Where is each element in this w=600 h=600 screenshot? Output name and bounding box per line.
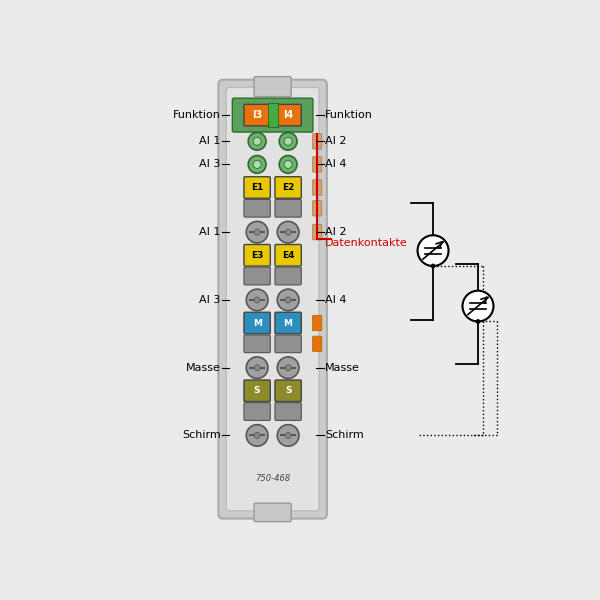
Circle shape	[248, 155, 266, 173]
Circle shape	[246, 289, 268, 311]
FancyBboxPatch shape	[275, 104, 301, 126]
Text: AI 3: AI 3	[199, 160, 221, 169]
Text: Schirm: Schirm	[182, 430, 221, 440]
FancyBboxPatch shape	[254, 77, 291, 97]
FancyBboxPatch shape	[313, 157, 322, 172]
FancyBboxPatch shape	[244, 380, 270, 401]
FancyBboxPatch shape	[244, 267, 270, 285]
Text: AI 1: AI 1	[199, 227, 221, 237]
Text: Funktion: Funktion	[325, 110, 373, 120]
Circle shape	[254, 365, 260, 371]
Text: S: S	[285, 386, 292, 395]
Circle shape	[279, 155, 297, 173]
FancyBboxPatch shape	[218, 80, 327, 518]
Circle shape	[277, 357, 299, 379]
Circle shape	[248, 133, 266, 150]
FancyBboxPatch shape	[275, 199, 301, 217]
FancyBboxPatch shape	[275, 335, 301, 353]
FancyBboxPatch shape	[313, 336, 322, 352]
FancyBboxPatch shape	[313, 224, 322, 240]
Text: Schirm: Schirm	[325, 430, 364, 440]
FancyBboxPatch shape	[254, 503, 291, 521]
Text: M: M	[284, 319, 293, 328]
Circle shape	[253, 137, 261, 145]
Circle shape	[476, 320, 480, 323]
FancyBboxPatch shape	[313, 134, 322, 149]
Circle shape	[463, 290, 493, 322]
FancyBboxPatch shape	[313, 316, 322, 331]
Circle shape	[431, 265, 435, 268]
FancyBboxPatch shape	[226, 88, 319, 511]
Circle shape	[284, 137, 292, 145]
Text: 750-468: 750-468	[255, 474, 290, 483]
Circle shape	[253, 160, 261, 169]
Circle shape	[284, 160, 292, 169]
Circle shape	[285, 365, 291, 371]
Circle shape	[254, 229, 260, 235]
Text: E2: E2	[282, 183, 295, 192]
FancyBboxPatch shape	[244, 199, 270, 217]
FancyBboxPatch shape	[268, 103, 278, 127]
Text: E1: E1	[251, 183, 263, 192]
Text: I3: I3	[252, 110, 262, 120]
Text: Masse: Masse	[325, 362, 360, 373]
FancyBboxPatch shape	[244, 104, 270, 126]
Text: M: M	[253, 319, 262, 328]
FancyBboxPatch shape	[244, 312, 270, 334]
Circle shape	[285, 229, 291, 235]
FancyBboxPatch shape	[275, 267, 301, 285]
Text: AI 3: AI 3	[199, 295, 221, 305]
Text: AI 2: AI 2	[325, 136, 347, 146]
Circle shape	[285, 433, 291, 439]
Text: Datenkontakte: Datenkontakte	[325, 238, 408, 248]
FancyBboxPatch shape	[244, 403, 270, 421]
FancyBboxPatch shape	[275, 312, 301, 334]
Text: AI 4: AI 4	[325, 160, 347, 169]
Circle shape	[246, 221, 268, 243]
Circle shape	[418, 235, 449, 266]
Circle shape	[279, 133, 297, 150]
Text: E3: E3	[251, 251, 263, 260]
Text: AI 4: AI 4	[325, 295, 347, 305]
Text: I4: I4	[283, 110, 293, 120]
FancyBboxPatch shape	[275, 244, 301, 266]
Circle shape	[277, 289, 299, 311]
Circle shape	[246, 357, 268, 379]
FancyBboxPatch shape	[275, 380, 301, 401]
FancyBboxPatch shape	[244, 244, 270, 266]
FancyBboxPatch shape	[313, 180, 322, 195]
Text: Funktion: Funktion	[173, 110, 221, 120]
Circle shape	[285, 297, 291, 303]
FancyBboxPatch shape	[275, 403, 301, 421]
Text: AI 1: AI 1	[199, 136, 221, 146]
Text: S: S	[254, 386, 260, 395]
Circle shape	[246, 425, 268, 446]
FancyBboxPatch shape	[232, 98, 313, 132]
Text: E4: E4	[282, 251, 295, 260]
FancyBboxPatch shape	[244, 177, 270, 198]
Text: AI 2: AI 2	[325, 227, 347, 237]
Circle shape	[277, 425, 299, 446]
Text: Masse: Masse	[186, 362, 221, 373]
FancyBboxPatch shape	[313, 200, 322, 216]
FancyBboxPatch shape	[275, 177, 301, 198]
Circle shape	[277, 221, 299, 243]
Circle shape	[254, 433, 260, 439]
Circle shape	[254, 297, 260, 303]
FancyBboxPatch shape	[244, 335, 270, 353]
